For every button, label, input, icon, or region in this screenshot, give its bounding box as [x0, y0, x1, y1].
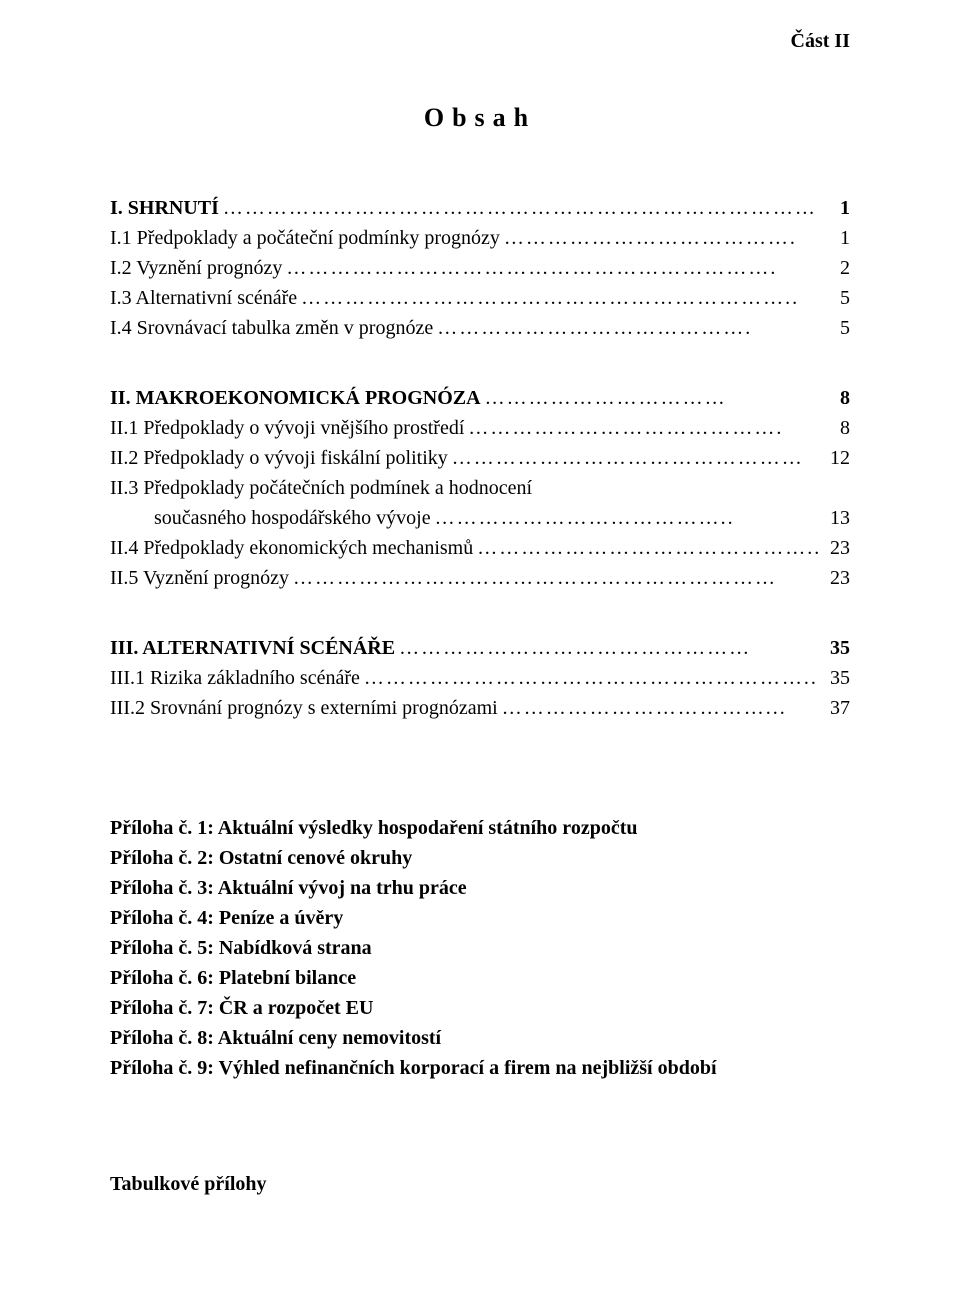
- toc-item: II.3 Předpoklady počátečních podmínek a …: [110, 473, 850, 533]
- toc-leader: …………………………………….: [464, 413, 820, 443]
- appendix-item: Příloha č. 4: Peníze a úvěry: [110, 903, 850, 933]
- part-label: Část II: [110, 30, 850, 53]
- toc-item: II.2 Předpoklady o vývoji fiskální polit…: [110, 443, 850, 473]
- toc-item-label: III.2 Srovnání prognózy s externími prog…: [110, 693, 498, 723]
- toc-item-page: 8: [820, 413, 850, 443]
- toc-item-label: II.3 Předpoklady počátečních podmínek a …: [110, 473, 532, 503]
- footer-label: Tabulkové přílohy: [110, 1173, 850, 1196]
- toc-heading: III. ALTERNATIVNÍ SCÉNÁŘE ………………………………………: [110, 633, 850, 663]
- toc-item-page: 37: [820, 693, 850, 723]
- appendix-item: Příloha č. 3: Aktuální vývoj na trhu prá…: [110, 873, 850, 903]
- toc-item-label: I.4 Srovnávací tabulka změn v prognóze: [110, 313, 433, 343]
- appendix-list: Příloha č. 1: Aktuální výsledky hospodař…: [110, 813, 850, 1083]
- toc-item: II.4 Předpoklady ekonomických mechanismů…: [110, 533, 850, 563]
- toc-leader: …………………………………………………………: [289, 563, 820, 593]
- toc-item-label: III.1 Rizika základního scénáře: [110, 663, 360, 693]
- toc-leader: …………………………………..: [431, 503, 820, 533]
- toc-leader: ………………………………………………………….: [282, 253, 820, 283]
- page-title: Obsah: [110, 103, 850, 133]
- toc-item-page: 5: [820, 313, 850, 343]
- toc-heading-page: 35: [820, 633, 850, 663]
- toc-item-label: I.1 Předpoklady a počáteční podmínky pro…: [110, 223, 500, 253]
- toc-leader: ……………………………: [481, 383, 820, 413]
- appendix-item: Příloha č. 8: Aktuální ceny nemovitostí: [110, 1023, 850, 1053]
- toc-leader: …………………………………………: [448, 443, 820, 473]
- page: Část II Obsah I. SHRNUTÍ …………………………………………: [0, 0, 960, 1294]
- toc-item-page: 2: [820, 253, 850, 283]
- toc-item-page: 1: [820, 223, 850, 253]
- appendix-item: Příloha č. 9: Výhled nefinančních korpor…: [110, 1053, 850, 1083]
- toc-heading: I. SHRNUTÍ ……………………………………………………………………… 1: [110, 193, 850, 223]
- toc-leader: ………………………………….: [500, 223, 820, 253]
- toc-item-page: 35: [820, 663, 850, 693]
- appendix-item: Příloha č. 7: ČR a rozpočet EU: [110, 993, 850, 1023]
- toc-leader: …………………………………………………………..: [297, 283, 820, 313]
- toc-item-label: II.2 Předpoklady o vývoji fiskální polit…: [110, 443, 448, 473]
- toc-item-page: 12: [820, 443, 850, 473]
- toc-heading-label: II. MAKROEKONOMICKÁ PROGNÓZA: [110, 383, 481, 413]
- toc-leader: …………………………………………: [395, 633, 820, 663]
- toc-heading-label: III. ALTERNATIVNÍ SCÉNÁŘE: [110, 633, 395, 663]
- toc-leader: ……………………………………………………..: [360, 663, 820, 693]
- toc-heading-page: 8: [820, 383, 850, 413]
- toc-item-label: I.2 Vyznění prognózy: [110, 253, 282, 283]
- toc-heading-label: I. SHRNUTÍ: [110, 193, 219, 223]
- toc-heading: II. MAKROEKONOMICKÁ PROGNÓZA ………………………………: [110, 383, 850, 413]
- toc-item: III.2 Srovnání prognózy s externími prog…: [110, 693, 850, 723]
- toc-leader: ………………………………………..: [473, 533, 820, 563]
- toc-item: II.5 Vyznění prognózy …………………………………………………: [110, 563, 850, 593]
- toc-item: I.1 Předpoklady a počáteční podmínky pro…: [110, 223, 850, 253]
- appendix-item: Příloha č. 5: Nabídková strana: [110, 933, 850, 963]
- toc-item-label-cont: současného hospodářského vývoje: [154, 503, 431, 533]
- appendix-item: Příloha č. 1: Aktuální výsledky hospodař…: [110, 813, 850, 843]
- appendix-item: Příloha č. 2: Ostatní cenové okruhy: [110, 843, 850, 873]
- toc-item: III.1 Rizika základního scénáře ………………………: [110, 663, 850, 693]
- toc-item-page: 5: [820, 283, 850, 313]
- toc-item-page: 23: [820, 563, 850, 593]
- toc-item-label: II.4 Předpoklady ekonomických mechanismů: [110, 533, 473, 563]
- toc-leader: ………………………………………………………………………: [219, 193, 820, 223]
- toc-leader: …………………………………….: [433, 313, 820, 343]
- toc-item-page: 23: [820, 533, 850, 563]
- toc-item: I.3 Alternativní scénáře …………………………………………: [110, 283, 850, 313]
- toc-item-label: I.3 Alternativní scénáře: [110, 283, 297, 313]
- toc-heading-page: 1: [820, 193, 850, 223]
- toc-leader: ………………………………...: [498, 693, 820, 723]
- toc-item-page: 13: [820, 503, 850, 533]
- toc-item: I.2 Vyznění prognózy ……………………………………………………: [110, 253, 850, 283]
- toc-item: II.1 Předpoklady o vývoji vnějšího prost…: [110, 413, 850, 443]
- toc-item-label: II.1 Předpoklady o vývoji vnějšího prost…: [110, 413, 464, 443]
- appendix-item: Příloha č. 6: Platební bilance: [110, 963, 850, 993]
- toc-item-label: II.5 Vyznění prognózy: [110, 563, 289, 593]
- toc-item: I.4 Srovnávací tabulka změn v prognóze ……: [110, 313, 850, 343]
